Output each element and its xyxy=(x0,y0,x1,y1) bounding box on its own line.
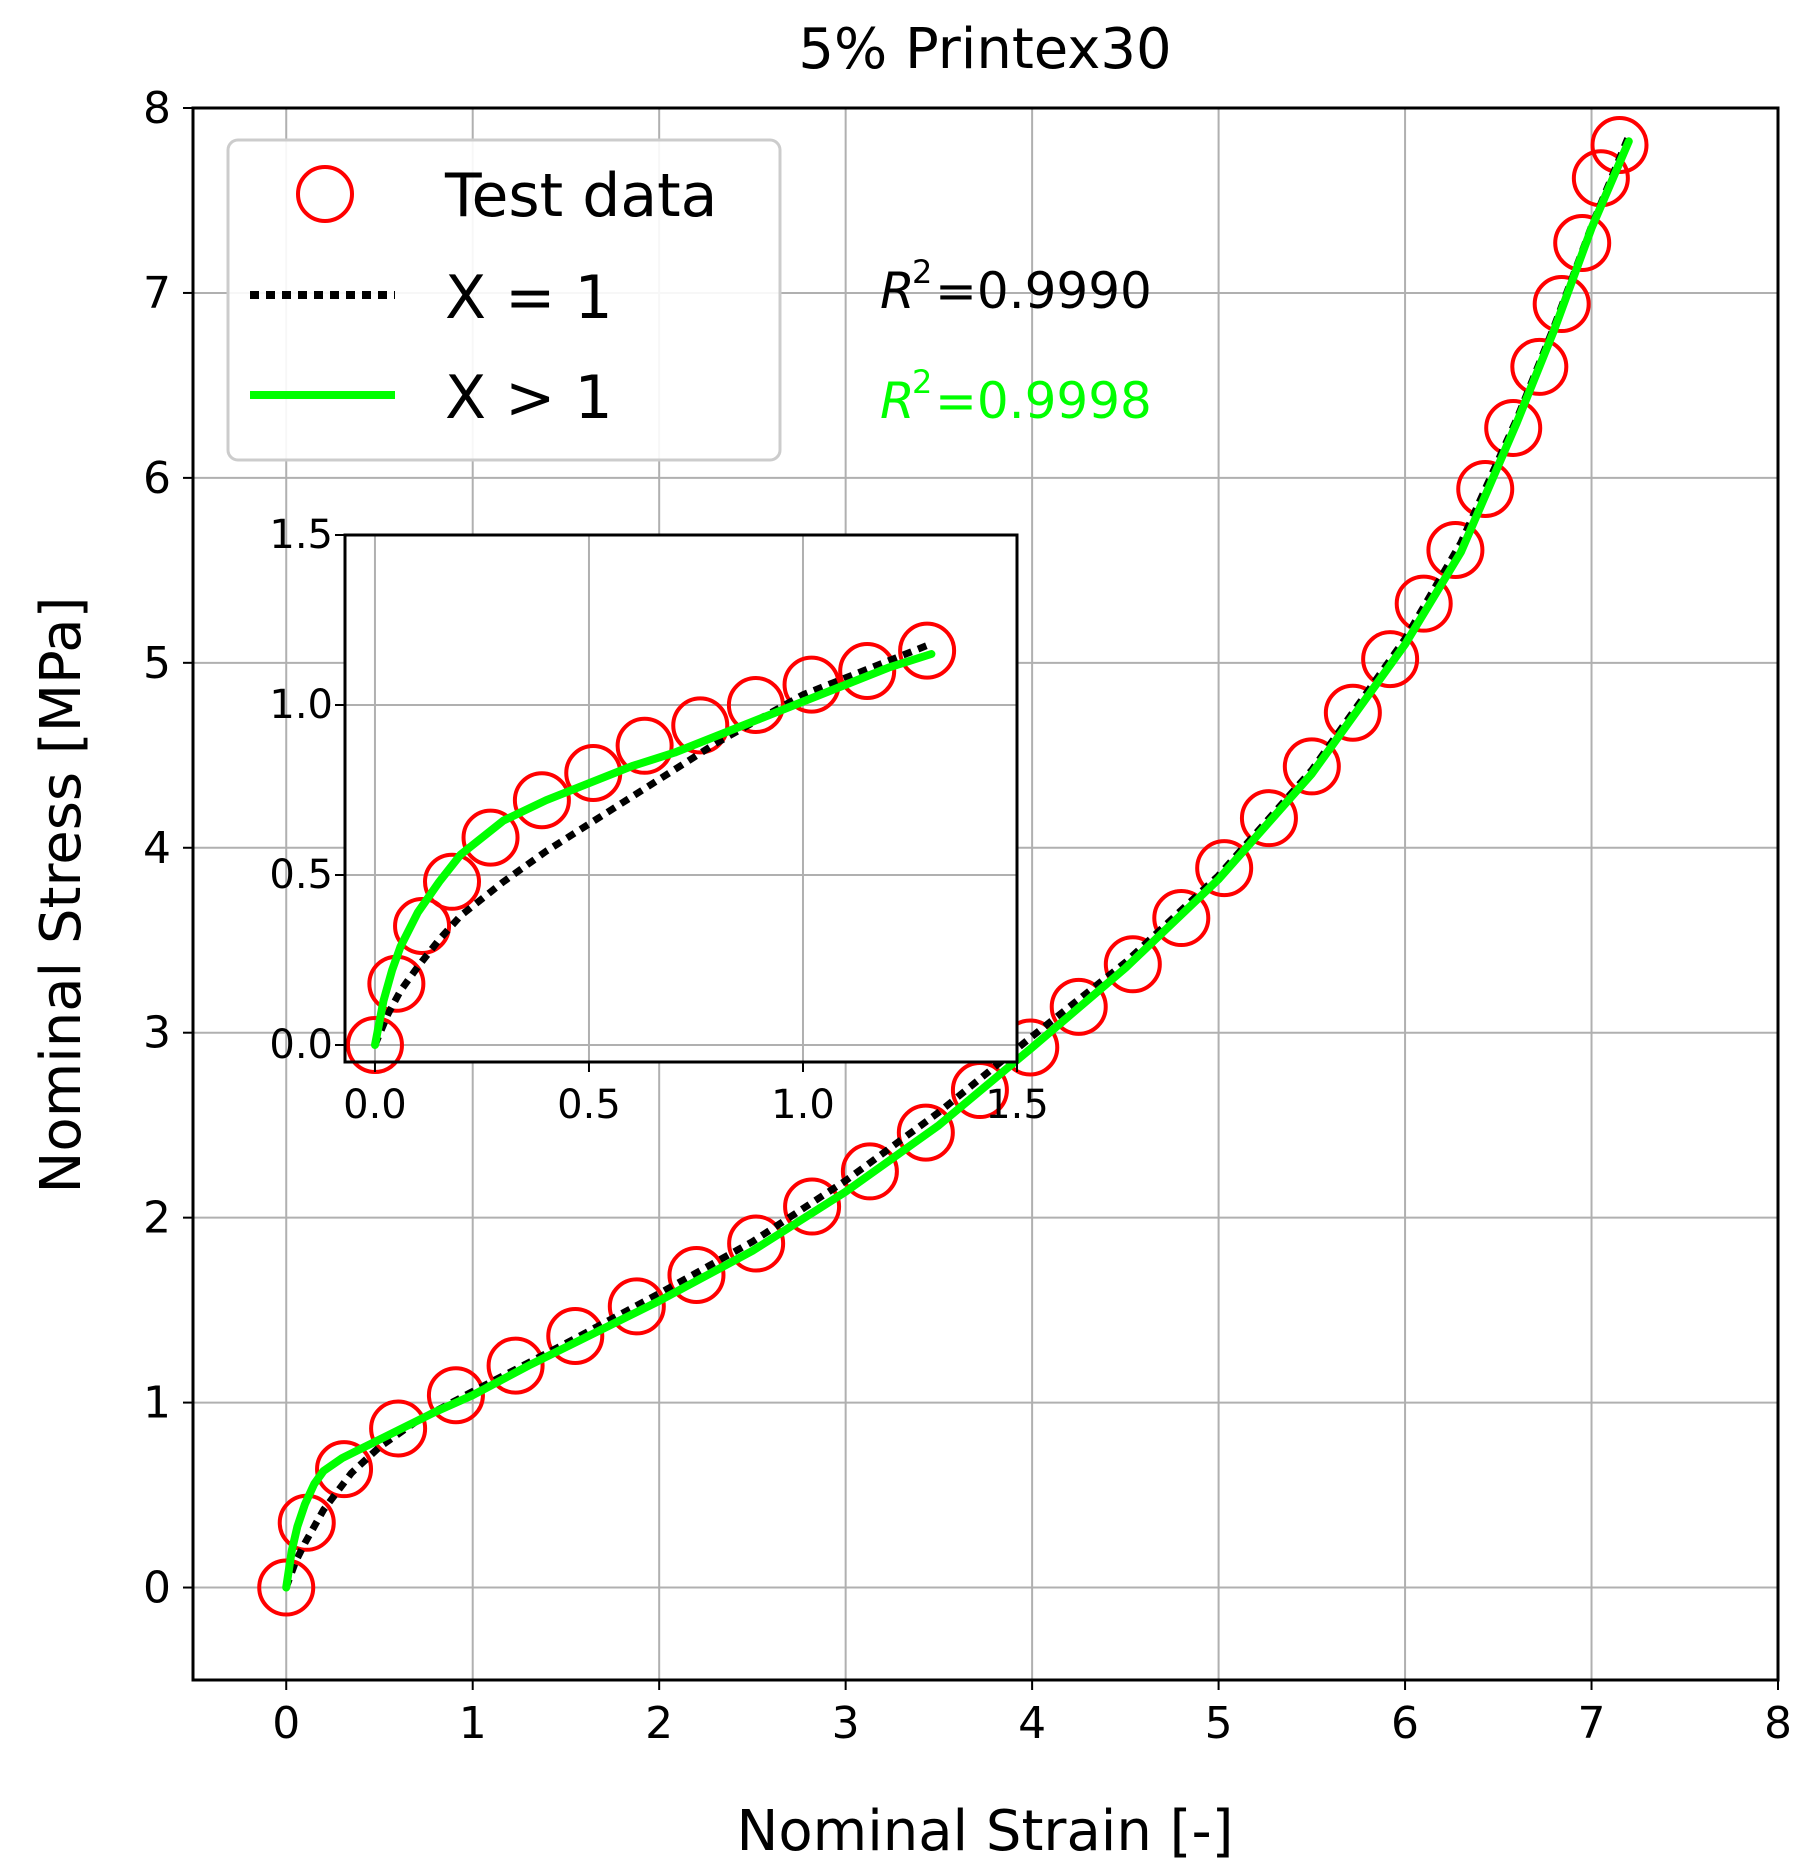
test-data-point xyxy=(1456,459,1515,518)
test-data-point xyxy=(726,676,785,734)
y-tick-label: 6 xyxy=(143,453,171,504)
inset-background xyxy=(345,535,1017,1062)
r2-value-2: =0.9998 xyxy=(935,372,1152,430)
test-data-point xyxy=(615,716,674,775)
legend-box xyxy=(226,138,782,462)
test-data-point xyxy=(369,1399,428,1458)
series-line-x-greater-1 xyxy=(371,650,936,1049)
test-data-point xyxy=(486,1336,545,1395)
r2-symbol-2: R xyxy=(880,372,915,430)
test-data-point xyxy=(1049,977,1108,1036)
series-line-x-equals-1 xyxy=(371,640,933,1047)
x-tick-label: 1 xyxy=(459,1698,487,1749)
test-data-point xyxy=(727,1214,786,1273)
y-tick-label: 7 xyxy=(143,268,171,319)
legend-marker-test-data xyxy=(296,165,354,223)
x-tick-label: 0 xyxy=(272,1698,300,1749)
x-tick-label: 0.0 xyxy=(343,1082,407,1128)
test-data-point xyxy=(315,1440,374,1499)
test-data-point xyxy=(1282,737,1341,796)
y-tick-label: 4 xyxy=(143,823,171,874)
r2-value-1: =0.9990 xyxy=(935,262,1152,320)
x-tick-label: 5 xyxy=(1205,1698,1233,1749)
y-tick-label: 8 xyxy=(143,83,171,134)
inset-series-group xyxy=(345,621,957,1074)
y-tick-label: 1 xyxy=(143,1378,171,1429)
test-data-point xyxy=(667,1245,726,1304)
x-axis-label: Nominal Strain [-] xyxy=(736,1799,1233,1864)
y-tick-label: 0.5 xyxy=(269,852,333,898)
test-data-point xyxy=(1426,521,1485,580)
x-tick-label: 4 xyxy=(1018,1698,1046,1749)
r2-superscript-2: 2 xyxy=(912,363,932,401)
test-data-point xyxy=(1394,574,1453,633)
y-tick-label: 0 xyxy=(143,1563,171,1614)
legend-label-x-equals-1: X = 1 xyxy=(445,263,613,333)
x-tick-label: 1.0 xyxy=(771,1082,835,1128)
inset-plot-frame xyxy=(343,533,1019,1064)
test-data-point xyxy=(393,897,452,955)
y-tick-label: 0.0 xyxy=(269,1022,333,1068)
test-data-point xyxy=(546,1307,605,1366)
main-plot-frame xyxy=(191,106,1780,1682)
inset-ticks: 0.0 0.5 1.0 1.5 0.0 0.5 1.0 1.5 xyxy=(269,512,1048,1128)
legend-label-x-greater-1: X > 1 xyxy=(445,363,613,433)
test-data-point xyxy=(1323,683,1382,742)
y-tick-label: 1.5 xyxy=(269,512,333,558)
series-line-x-greater-1 xyxy=(282,137,1633,1592)
test-data-point xyxy=(1510,337,1569,396)
main-ticks: 0 1 2 3 4 5 6 7 8 0 1 2 3 4 5 6 7 8 xyxy=(143,83,1792,1749)
test-data-point xyxy=(1361,630,1420,689)
x-tick-label: 1.5 xyxy=(985,1082,1049,1128)
y-tick-label: 3 xyxy=(143,1008,171,1059)
test-data-point xyxy=(257,1558,316,1617)
inset-plot: 0.0 0.5 1.0 1.5 0.0 0.5 1.0 1.5 xyxy=(269,512,1048,1128)
test-data-point xyxy=(896,1103,955,1162)
y-tick-label: 1.0 xyxy=(269,682,333,728)
test-data-point xyxy=(840,1142,899,1201)
test-data-point xyxy=(1484,398,1543,457)
r2-annotation-x-equals-1: R 2 =0.9990 xyxy=(880,253,1152,320)
x-tick-label: 6 xyxy=(1391,1698,1419,1749)
test-data-point xyxy=(1152,889,1211,948)
test-data-point xyxy=(1532,275,1591,334)
test-data-point xyxy=(838,642,897,700)
r2-superscript-1: 2 xyxy=(912,253,932,291)
y-axis-label: Nominal Stress [MPa] xyxy=(29,597,94,1194)
x-tick-label: 8 xyxy=(1764,1698,1792,1749)
test-data-point xyxy=(423,852,482,911)
test-data-point xyxy=(898,621,957,680)
test-data-point xyxy=(1239,789,1298,848)
test-data-point xyxy=(512,771,571,830)
x-tick-label: 0.5 xyxy=(557,1082,621,1128)
x-tick-label: 7 xyxy=(1578,1698,1606,1749)
main-series-group xyxy=(257,115,1649,1617)
legend-label-test-data: Test data xyxy=(444,161,717,231)
legend: Test data X = 1 X > 1 xyxy=(226,138,782,462)
test-data-point xyxy=(461,808,520,867)
y-tick-label: 5 xyxy=(143,638,171,689)
x-tick-label: 3 xyxy=(832,1698,860,1749)
r2-annotation-x-greater-1: R 2 =0.9998 xyxy=(880,363,1152,430)
test-data-point xyxy=(1553,214,1612,273)
chart-title: 5% Printex30 xyxy=(798,17,1171,82)
test-data-point xyxy=(607,1277,666,1336)
test-data-point xyxy=(671,696,730,755)
y-tick-label: 2 xyxy=(143,1193,171,1244)
x-tick-label: 2 xyxy=(645,1698,673,1749)
test-data-point xyxy=(1195,839,1254,898)
test-data-point xyxy=(783,1177,842,1236)
test-data-point xyxy=(426,1366,485,1425)
test-data-point xyxy=(1103,935,1162,994)
r2-symbol-1: R xyxy=(880,262,915,320)
